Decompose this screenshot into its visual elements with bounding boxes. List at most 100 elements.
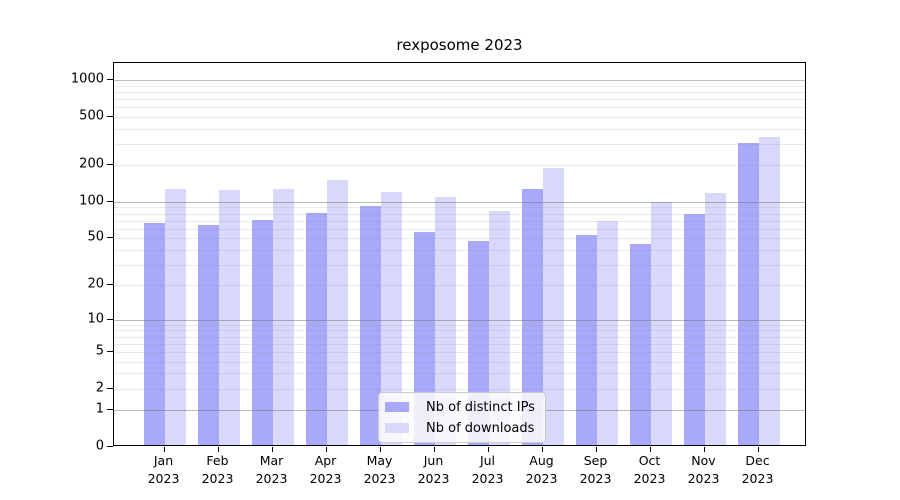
x-tick-year: 2023 bbox=[201, 470, 234, 486]
x-tick-year: 2023 bbox=[309, 470, 342, 486]
bar-distinct-ips-jun bbox=[413, 232, 435, 445]
x-tick bbox=[163, 447, 165, 452]
legend-label-downloads: Nb of downloads bbox=[426, 420, 535, 436]
y-tick bbox=[107, 284, 113, 286]
bar-downloads-jan bbox=[164, 189, 186, 445]
bar-distinct-ips-apr bbox=[305, 212, 327, 445]
y-tick bbox=[107, 115, 113, 117]
x-tick-year: 2023 bbox=[525, 470, 558, 486]
x-tick bbox=[703, 447, 705, 452]
x-tick-month: Nov bbox=[691, 453, 716, 468]
minor-gridline bbox=[114, 116, 805, 118]
bar-distinct-ips-oct bbox=[629, 244, 651, 445]
y-tick-label: 0 bbox=[95, 438, 104, 454]
x-tick-year: 2023 bbox=[363, 470, 396, 486]
bar-distinct-ips-feb bbox=[197, 224, 219, 445]
x-tick-month: Feb bbox=[206, 453, 229, 468]
x-tick-month: Mar bbox=[259, 453, 284, 468]
x-tick-month: Jun bbox=[423, 453, 444, 468]
bar-downloads-nov bbox=[704, 193, 726, 445]
x-tick bbox=[217, 447, 219, 452]
legend-swatch-downloads-icon bbox=[385, 423, 409, 433]
bar-distinct-ips-nov bbox=[683, 213, 705, 445]
x-tick bbox=[757, 447, 759, 452]
bar-downloads-sep bbox=[596, 220, 618, 445]
bar-downloads-may bbox=[380, 192, 402, 445]
y-tick-label: 2 bbox=[95, 380, 104, 396]
x-tick-label: Sep 2023 bbox=[568, 452, 624, 487]
minor-gridline bbox=[114, 85, 805, 87]
y-tick bbox=[107, 318, 113, 320]
x-tick bbox=[433, 447, 435, 452]
bar-distinct-ips-dec bbox=[737, 143, 759, 445]
x-tick bbox=[595, 447, 597, 452]
minor-gridline bbox=[114, 99, 805, 100]
x-tick-label: Apr 2023 bbox=[298, 452, 354, 487]
minor-gridline bbox=[114, 165, 805, 167]
minor-gridline bbox=[114, 128, 805, 130]
y-tick bbox=[107, 446, 113, 447]
x-tick-label: Jun 2023 bbox=[406, 452, 462, 487]
x-tick bbox=[379, 447, 381, 452]
x-tick bbox=[541, 447, 543, 452]
x-tick bbox=[271, 447, 273, 452]
x-tick-label: May 2023 bbox=[352, 452, 408, 487]
legend-swatch-distinct-ips-icon bbox=[385, 402, 409, 412]
bar-distinct-ips-may bbox=[359, 206, 381, 445]
x-tick-year: 2023 bbox=[741, 470, 774, 486]
minor-gridline bbox=[114, 107, 805, 109]
x-tick-year: 2023 bbox=[471, 470, 504, 486]
x-tick-label: Oct 2023 bbox=[622, 452, 678, 487]
x-tick-month: Sep bbox=[583, 453, 608, 468]
x-tick-year: 2023 bbox=[579, 470, 612, 486]
y-tick-label: 1 bbox=[95, 401, 104, 417]
x-tick bbox=[649, 447, 651, 452]
y-tick-label: 50 bbox=[87, 229, 104, 245]
y-tick-label: 500 bbox=[79, 108, 104, 124]
bar-downloads-feb bbox=[218, 190, 240, 445]
y-tick-label: 20 bbox=[87, 276, 104, 292]
y-tick bbox=[107, 79, 113, 80]
y-tick-label: 5 bbox=[95, 343, 104, 359]
x-tick-label: Nov 2023 bbox=[676, 452, 732, 487]
y-tick-label: 100 bbox=[79, 193, 104, 209]
y-tick-label: 200 bbox=[79, 156, 104, 172]
x-tick bbox=[487, 447, 489, 452]
x-tick-year: 2023 bbox=[255, 470, 288, 486]
bar-distinct-ips-aug bbox=[521, 188, 543, 445]
x-tick-month: Jan bbox=[153, 453, 174, 468]
bar-downloads-aug bbox=[542, 168, 564, 445]
plot-area: Nb of distinct IPs Nb of downloads bbox=[113, 62, 806, 446]
bar-distinct-ips-mar bbox=[251, 220, 273, 445]
bar-downloads-jun bbox=[434, 196, 456, 445]
bar-downloads-oct bbox=[650, 201, 672, 445]
bar-downloads-jul bbox=[488, 210, 510, 445]
bar-downloads-apr bbox=[326, 179, 348, 445]
x-tick-label: Jan 2023 bbox=[136, 452, 192, 487]
x-tick-label: Jul 2023 bbox=[460, 452, 516, 487]
y-tick bbox=[107, 350, 113, 352]
bar-distinct-ips-jan bbox=[143, 223, 165, 445]
x-tick-label: Aug 2023 bbox=[514, 452, 570, 487]
minor-gridline bbox=[114, 143, 805, 145]
legend-row-distinct-ips: Nb of distinct IPs bbox=[385, 398, 537, 416]
legend: Nb of distinct IPs Nb of downloads bbox=[378, 392, 546, 443]
minor-gridline bbox=[114, 91, 805, 93]
y-axis-labels: 0 1 2 5 10 20 50 100 200 500 1000 bbox=[0, 0, 104, 500]
x-tick-month: Aug bbox=[529, 453, 554, 468]
x-tick-month: Dec bbox=[745, 453, 770, 468]
y-tick bbox=[107, 200, 113, 202]
y-tick-label: 10 bbox=[87, 311, 104, 327]
y-tick-label: 1000 bbox=[70, 71, 104, 87]
x-tick-month: Apr bbox=[314, 453, 337, 468]
bar-distinct-ips-sep bbox=[575, 235, 597, 445]
x-tick-year: 2023 bbox=[147, 470, 180, 486]
legend-label-distinct-ips: Nb of distinct IPs bbox=[426, 399, 535, 415]
x-tick-label: Mar 2023 bbox=[244, 452, 300, 487]
x-tick-month: May bbox=[366, 453, 393, 468]
y-tick bbox=[107, 409, 113, 411]
x-tick-year: 2023 bbox=[687, 470, 720, 486]
x-tick-label: Dec 2023 bbox=[730, 452, 786, 487]
x-tick-label: Feb 2023 bbox=[190, 452, 246, 487]
